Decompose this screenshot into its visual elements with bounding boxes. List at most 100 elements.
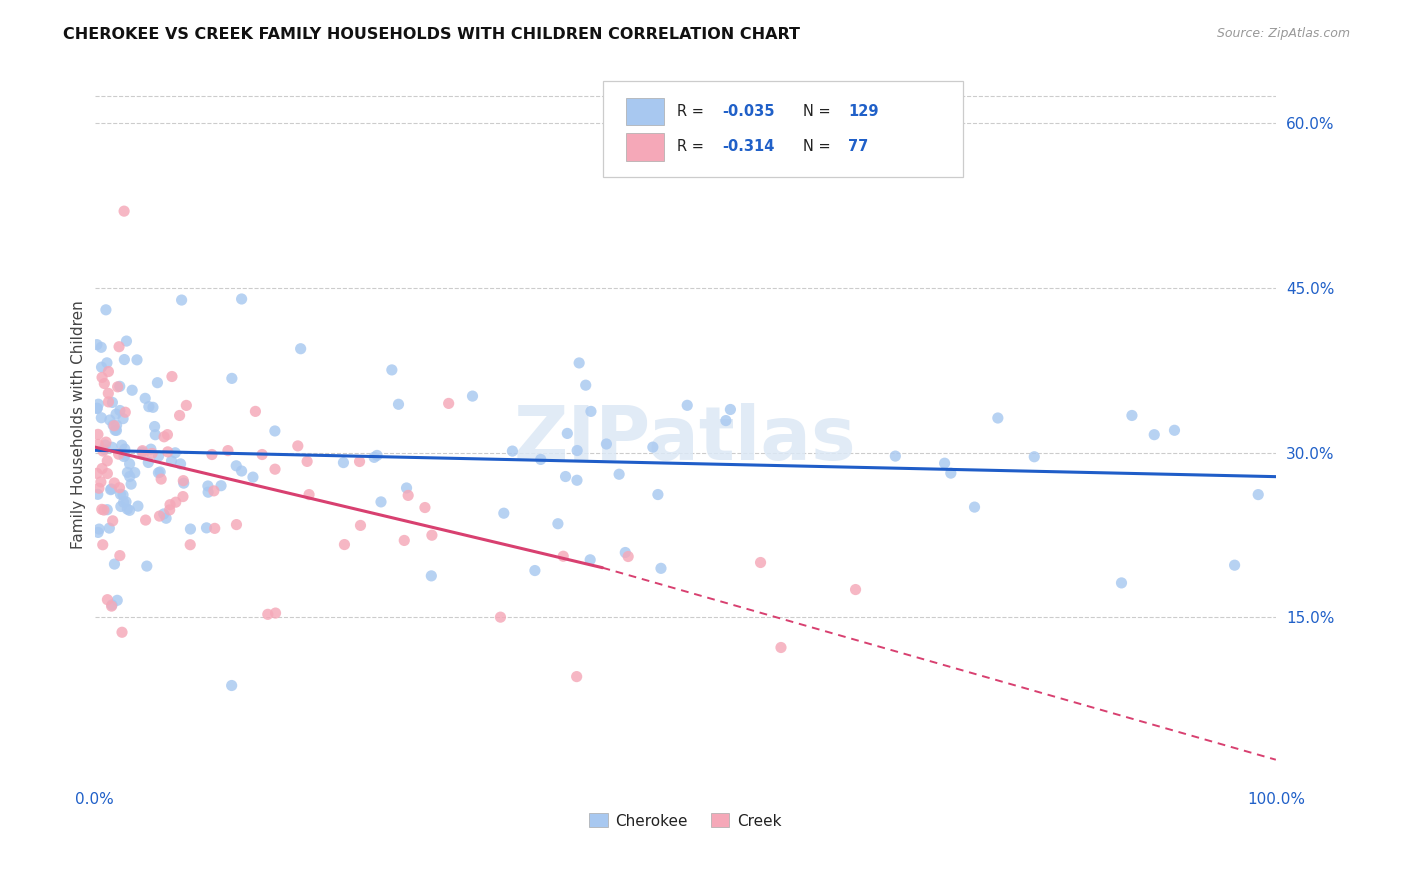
Point xyxy=(87,397,110,411)
Point xyxy=(298,487,321,501)
Point xyxy=(264,462,287,476)
Text: ZIPatlas: ZIPatlas xyxy=(515,403,856,475)
Point xyxy=(91,461,114,475)
Point xyxy=(135,513,157,527)
Text: 77: 77 xyxy=(848,139,869,154)
Point xyxy=(349,518,371,533)
Point xyxy=(197,485,219,500)
Point xyxy=(160,369,183,384)
Point xyxy=(461,389,484,403)
Point xyxy=(91,370,114,384)
Point xyxy=(641,440,664,454)
Point xyxy=(202,483,225,498)
Point xyxy=(94,302,117,317)
Point xyxy=(579,404,602,418)
Point xyxy=(264,424,287,438)
Point xyxy=(394,533,416,548)
Point xyxy=(87,437,110,451)
Point xyxy=(165,495,187,509)
Point xyxy=(97,386,120,401)
Point xyxy=(381,363,404,377)
Point xyxy=(575,378,598,392)
Point xyxy=(139,442,162,457)
Point xyxy=(250,448,273,462)
Point xyxy=(169,457,191,471)
Point xyxy=(242,470,264,484)
Point xyxy=(143,427,166,442)
Point xyxy=(101,440,124,454)
Point xyxy=(94,438,117,452)
Text: R =: R = xyxy=(676,103,709,119)
Point xyxy=(172,474,194,488)
Point xyxy=(91,444,114,458)
Point xyxy=(114,442,136,456)
Point xyxy=(96,467,118,481)
Point xyxy=(110,500,132,514)
Point xyxy=(101,418,124,433)
Point xyxy=(553,549,575,564)
Point xyxy=(225,458,247,473)
Text: N =: N = xyxy=(803,139,835,154)
Point xyxy=(437,396,460,410)
Point xyxy=(96,454,118,468)
Point xyxy=(1163,423,1185,437)
Point xyxy=(89,522,111,536)
Point xyxy=(87,481,110,495)
Point xyxy=(112,204,135,219)
Point xyxy=(607,467,630,482)
Point xyxy=(112,450,135,464)
Point xyxy=(86,467,108,481)
Point xyxy=(155,511,177,525)
Point xyxy=(333,537,356,551)
Point xyxy=(256,607,278,622)
Point xyxy=(101,514,124,528)
Point xyxy=(97,365,120,379)
Bar xyxy=(626,98,664,125)
Point xyxy=(568,356,591,370)
Point xyxy=(159,503,181,517)
Point xyxy=(156,427,179,442)
Point xyxy=(150,472,173,486)
Point xyxy=(87,525,110,540)
Point xyxy=(245,404,267,418)
Point xyxy=(176,398,198,412)
Point xyxy=(132,447,155,461)
Point xyxy=(845,582,868,597)
Point xyxy=(530,452,553,467)
Point xyxy=(718,402,741,417)
Point xyxy=(195,521,218,535)
Point xyxy=(170,293,193,307)
Point xyxy=(131,443,153,458)
Point xyxy=(169,409,191,423)
Point xyxy=(567,443,589,458)
Point xyxy=(90,340,112,354)
Point xyxy=(221,679,243,693)
Point xyxy=(939,466,962,480)
Point xyxy=(204,521,226,535)
Point xyxy=(1247,487,1270,501)
Point xyxy=(370,495,392,509)
Point xyxy=(111,488,134,502)
Point xyxy=(136,455,159,469)
Point xyxy=(290,342,312,356)
Point xyxy=(987,411,1010,425)
Point xyxy=(387,397,409,411)
Point xyxy=(107,380,129,394)
Point xyxy=(105,407,128,421)
Point xyxy=(97,395,120,409)
Point xyxy=(225,517,247,532)
Point xyxy=(617,549,640,564)
Point xyxy=(217,443,239,458)
Point xyxy=(934,456,956,470)
Point xyxy=(127,499,149,513)
Point xyxy=(108,403,131,417)
Point xyxy=(179,522,201,536)
Point xyxy=(138,400,160,414)
Point xyxy=(650,561,672,575)
Point xyxy=(90,502,112,516)
Point xyxy=(90,410,112,425)
Point xyxy=(231,464,253,478)
Point xyxy=(124,466,146,480)
Point xyxy=(107,447,129,461)
Point xyxy=(148,509,170,524)
